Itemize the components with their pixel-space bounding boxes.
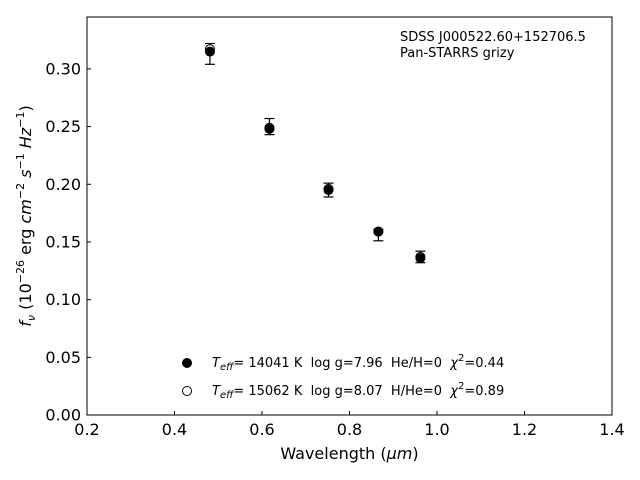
x-tick-label: 0.8 (337, 420, 362, 439)
annotation-survey: Pan-STARRS grizy (400, 46, 515, 61)
y-tick-label: 0.25 (45, 117, 81, 136)
y-ticks: 0.00 0.05 0.10 0.15 0.20 0.25 0.30 (45, 59, 91, 425)
model-point-filled (415, 253, 426, 264)
legend-label-model-2: Teff= 15062 K log g=8.07 H/He=0 χ2=0.89 (212, 381, 504, 401)
model-point-filled (204, 46, 215, 57)
x-tick-label: 0.6 (249, 420, 274, 439)
y-tick-label: 0.05 (45, 348, 81, 367)
legend-marker-filled (182, 358, 192, 368)
annotation-object-name: SDSS J000522.60+152706.5 (400, 30, 586, 45)
y-tick-label: 0.00 (45, 406, 81, 425)
x-tick-label: 1.4 (599, 420, 624, 439)
x-tick-label: 1.0 (424, 420, 449, 439)
y-tick-label: 0.20 (45, 175, 81, 194)
x-tick-label: 0.2 (74, 420, 99, 439)
error-bars (204, 42, 426, 264)
data-points (204, 44, 426, 264)
y-tick-label: 0.10 (45, 290, 81, 309)
legend-label-model-1: Teff= 14041 K log g=7.96 He/H=0 χ2=0.44 (212, 353, 504, 373)
x-tick-label: 1.2 (512, 420, 537, 439)
legend-marker-open (182, 386, 192, 396)
y-tick-label: 0.30 (45, 59, 81, 78)
x-axis-title: Wavelength (μm) (280, 444, 418, 463)
model-point-filled (373, 226, 384, 237)
x-ticks: 0.2 0.4 0.6 0.8 1.0 1.2 1.4 (74, 411, 625, 439)
y-tick-label: 0.15 (45, 232, 81, 251)
model-point-filled (264, 123, 275, 134)
y-axis-title: fν (10−26 erg cm−2 s−1 Hz−1) (14, 105, 38, 326)
legend: Teff= 14041 K log g=7.96 He/H=0 χ2=0.44 … (182, 353, 504, 401)
x-tick-label: 0.4 (162, 420, 187, 439)
model-point-filled (323, 185, 334, 196)
